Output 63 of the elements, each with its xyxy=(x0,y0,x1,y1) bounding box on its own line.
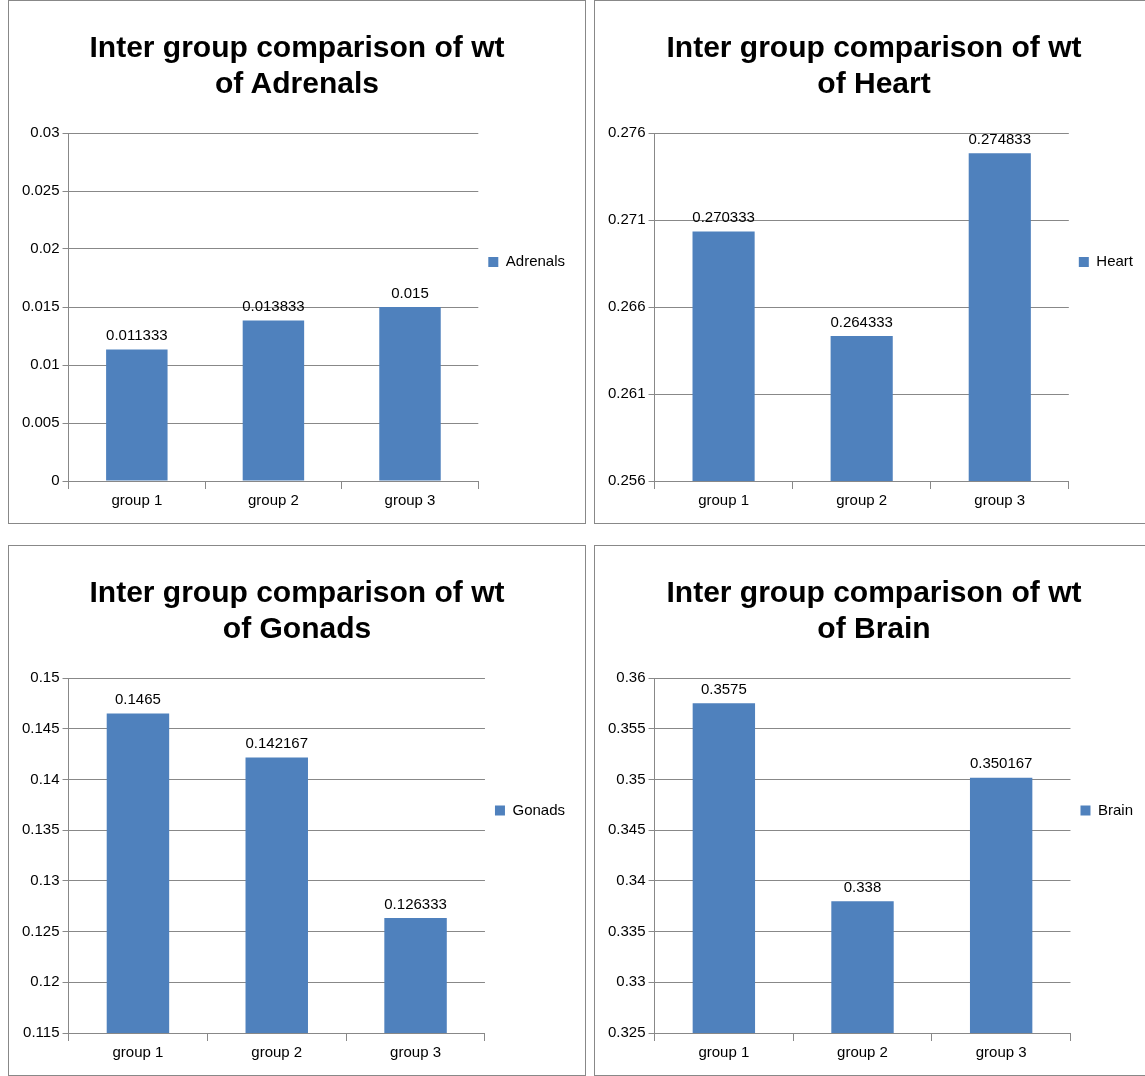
y-tick-label: 0.261 xyxy=(607,384,646,402)
data-label: 0.350167 xyxy=(969,754,1033,772)
y-tick-label: 0.266 xyxy=(607,297,646,315)
x-tick-label: group 2 xyxy=(836,491,888,509)
legend-label: Gonads xyxy=(512,800,566,818)
data-label: 0.264333 xyxy=(830,312,893,330)
data-label: 0.274833 xyxy=(968,129,1032,147)
x-tick-label: group 1 xyxy=(111,491,163,509)
x-tick-label: group 1 xyxy=(112,1043,164,1061)
x-tick-label: group 3 xyxy=(975,1043,1027,1061)
y-tick-label: 0.025 xyxy=(21,181,60,199)
y-tick-label: 0.15 xyxy=(30,668,60,686)
y-tick-label: 0.355 xyxy=(607,718,646,736)
y-tick-label: 0.345 xyxy=(607,820,646,838)
y-tick-label: 0.271 xyxy=(607,210,646,228)
y-tick-label: 0.36 xyxy=(616,668,646,686)
y-tick-label: 0.03 xyxy=(30,123,60,141)
y-tick-label: 0.256 xyxy=(607,471,646,489)
x-tick-label: group 1 xyxy=(698,1043,750,1061)
x-tick-label: group 1 xyxy=(698,491,750,509)
y-tick-label: 0.34 xyxy=(616,871,646,888)
data-label: 0.142167 xyxy=(245,734,309,752)
chart-title: Inter group comparison of wt of Adrenals xyxy=(89,30,505,100)
data-label: 0.011333 xyxy=(106,326,168,344)
y-tick-label: 0.14 xyxy=(30,769,60,787)
data-label: 0.013833 xyxy=(242,297,305,315)
x-tick-label: group 3 xyxy=(384,491,436,509)
y-tick-label: 0.33 xyxy=(616,972,646,990)
y-tick-label: 0.145 xyxy=(21,718,60,736)
y-tick-label: 0.276 xyxy=(607,123,646,141)
x-tick-label: group 2 xyxy=(251,1043,303,1061)
chart-title: Inter group comparison of wt of Brain xyxy=(666,575,1082,645)
bar xyxy=(379,307,441,481)
y-tick-label: 0 xyxy=(51,471,60,489)
legend-label: Adrenals xyxy=(505,252,565,270)
data-label: 0.338 xyxy=(843,877,882,895)
y-tick-label: 0.12 xyxy=(30,972,60,990)
data-label: 0.270333 xyxy=(692,208,755,226)
x-tick-label: group 2 xyxy=(837,1043,888,1061)
y-tick-label: 0.015 xyxy=(21,297,60,315)
y-tick-label: 0.02 xyxy=(30,239,60,257)
legend-label: Heart xyxy=(1096,252,1134,270)
legend-label: Brain xyxy=(1097,800,1134,818)
y-tick-label: 0.13 xyxy=(30,871,60,888)
data-label: 0.3575 xyxy=(700,680,747,697)
y-tick-label: 0.125 xyxy=(21,921,60,939)
data-label: 0.1465 xyxy=(115,690,161,708)
y-tick-label: 0.005 xyxy=(21,413,60,431)
x-tick-label: group 3 xyxy=(974,491,1026,509)
y-tick-label: 0.325 xyxy=(607,1023,646,1041)
data-label: 0.015 xyxy=(391,283,429,301)
x-tick-label: group 3 xyxy=(390,1043,441,1061)
y-tick-label: 0.335 xyxy=(607,921,646,939)
chart-title: Inter group comparison of wt of Heart xyxy=(666,30,1082,100)
chart-title: Inter group comparison of wt of Gonads xyxy=(89,575,505,645)
bar xyxy=(242,320,305,481)
y-tick-label: 0.35 xyxy=(616,769,646,787)
data-label: 0.126333 xyxy=(384,894,447,912)
y-tick-label: 0.115 xyxy=(23,1023,60,1041)
y-tick-label: 0.01 xyxy=(30,355,60,373)
bar xyxy=(106,349,168,481)
y-tick-label: 0.135 xyxy=(21,820,60,838)
x-tick-label: group 2 xyxy=(247,491,299,509)
